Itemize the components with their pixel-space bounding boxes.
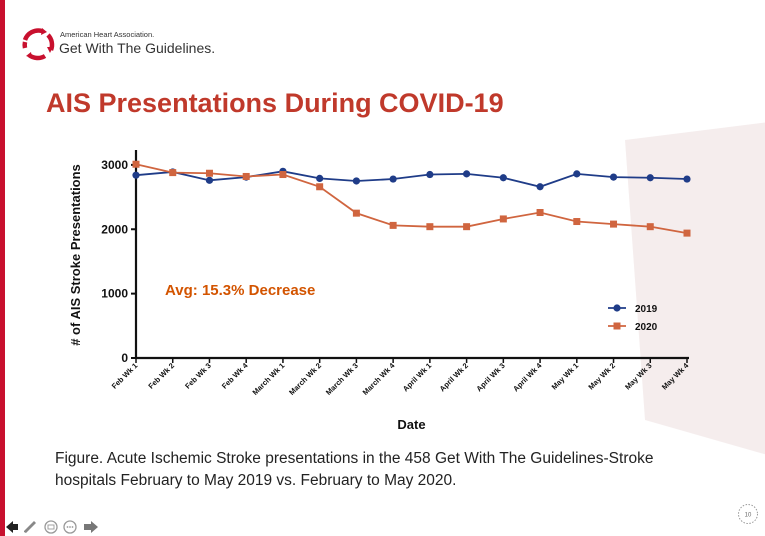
data-point-2020	[279, 171, 287, 179]
aha-logo-icon	[22, 28, 55, 61]
x-tick-label: May Wk 3	[623, 361, 654, 392]
data-point-2020	[389, 221, 397, 229]
x-tick-label: April Wk 3	[474, 361, 506, 393]
data-point-2020	[352, 209, 360, 217]
data-point-2019	[426, 170, 434, 179]
series-line-2019	[135, 170, 688, 188]
data-point-2019	[609, 173, 618, 181]
caption-line-2: hospitals February to May 2019 vs. Febru…	[55, 472, 457, 489]
data-point-2020	[132, 160, 140, 168]
data-point-2020	[610, 220, 618, 228]
legend-label-2019: 2019	[635, 304, 658, 315]
data-point-2020	[205, 169, 213, 177]
x-tick-label: March Wk 2	[287, 361, 323, 397]
data-point-2020	[499, 215, 507, 223]
y-tick-label: 1000	[101, 287, 128, 301]
slide-number-badge: 10	[738, 504, 758, 524]
y-tick-label: 0	[121, 351, 128, 365]
x-tick-label: March Wk 1	[251, 361, 287, 397]
pen-icon[interactable]	[24, 521, 36, 533]
logo-org-name: American Heart Association.	[60, 30, 155, 39]
page-title: AIS Presentations During COVID-19	[46, 88, 504, 118]
legend-marker-2020	[613, 322, 621, 330]
data-point-2019	[132, 171, 140, 179]
data-point-2019	[463, 170, 471, 178]
chart-annotation: Avg: 15.3% Decrease	[165, 282, 315, 299]
data-point-2020	[169, 169, 177, 177]
x-tick-label: May Wk 2	[586, 361, 617, 392]
data-point-2020	[426, 223, 434, 231]
x-tick-label: April Wk 1	[401, 361, 433, 393]
data-point-2019	[646, 174, 654, 182]
caption-line-1: Figure. Acute Ischemic Stroke presentati…	[55, 450, 654, 467]
data-point-2020	[573, 218, 581, 226]
x-tick-label: April Wk 4	[511, 360, 544, 393]
data-point-2020	[683, 229, 691, 237]
x-axis-title: Date	[397, 417, 425, 432]
data-point-2019	[499, 174, 507, 182]
presentation-toolbar	[6, 520, 98, 534]
data-point-2019	[205, 176, 214, 184]
x-tick-label: March Wk 3	[324, 361, 360, 397]
slides-icon[interactable]	[44, 520, 58, 534]
data-point-2020	[536, 209, 544, 217]
data-point-2020	[316, 183, 324, 191]
data-point-2019	[683, 175, 691, 183]
more-icon[interactable]	[63, 520, 77, 534]
x-tick-label: March Wk 4	[361, 360, 397, 396]
x-tick-label: May Wk 1	[550, 361, 581, 392]
legend-marker-2019	[613, 304, 621, 312]
x-tick-label: Feb Wk 3	[183, 361, 213, 391]
series-line-2020	[135, 163, 688, 234]
logo-program-name: Get With The Guidelines.	[59, 40, 216, 56]
data-point-2019	[573, 170, 581, 178]
x-tick-label: Feb Wk 4	[220, 360, 250, 390]
data-point-2020	[463, 223, 471, 231]
data-point-2019	[352, 177, 360, 185]
arrow-right-icon[interactable]	[84, 521, 98, 533]
figure-caption: Figure. Acute Ischemic Stroke presentati…	[55, 448, 755, 492]
data-point-2019	[316, 174, 324, 182]
x-tick-label: April Wk 2	[438, 361, 470, 393]
y-tick-label: 3000	[101, 158, 128, 172]
x-tick-label: Feb Wk 2	[146, 361, 176, 391]
legend-label-2020: 2020	[635, 322, 658, 333]
watermark-logo-icon	[625, 122, 765, 455]
data-point-2020	[242, 172, 250, 180]
x-tick-label: Feb Wk 1	[110, 361, 140, 391]
y-axis-title: # of AIS Stroke Presentations	[68, 164, 83, 346]
y-tick-label: 2000	[101, 222, 128, 236]
slide-number: 10	[745, 513, 752, 519]
line-chart: 0 1000 2000 3000 Feb Wk 1 Feb Wk 2 Feb Wk 3 Feb…	[68, 150, 691, 432]
x-tick-label: May Wk 4	[660, 360, 691, 391]
arrow-left-icon[interactable]	[6, 521, 18, 533]
data-point-2019	[536, 183, 544, 191]
data-point-2020	[646, 223, 654, 231]
accent-bar	[0, 0, 5, 536]
data-point-2019	[389, 175, 397, 183]
